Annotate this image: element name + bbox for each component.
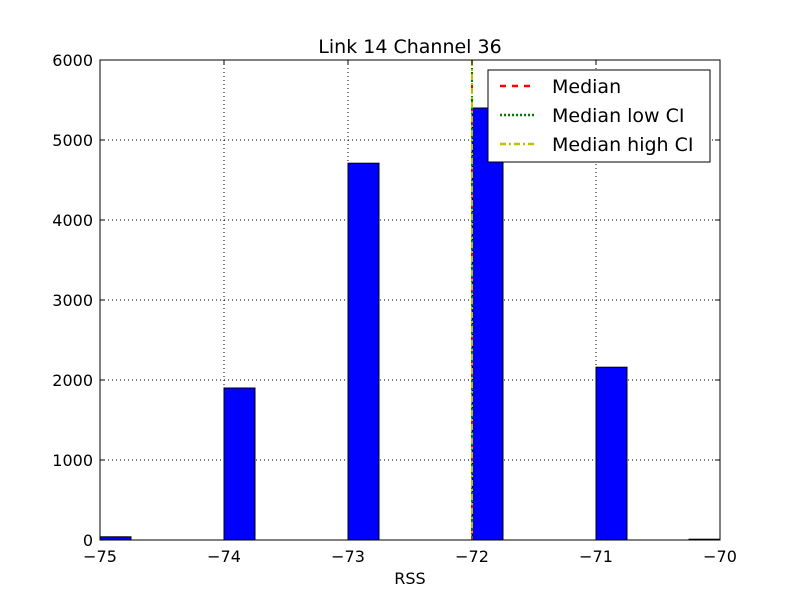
x-tick-label: −75 [83, 547, 117, 566]
x-tick-label: −70 [703, 547, 737, 566]
x-tick-label: −73 [331, 547, 365, 566]
axis-ticks: −75 −74 −73 −72 −71 −70 0 1000 2000 3000 4000 5000 6… [52, 51, 737, 566]
legend-entry: Median [552, 76, 621, 98]
y-tick-label: 4000 [52, 211, 93, 230]
x-axis-label: RSS [394, 569, 425, 588]
legend-entry: Median high CI [552, 134, 693, 156]
x-tick-label: −71 [579, 547, 613, 566]
chart-title: Link 14 Channel 36 [318, 36, 501, 58]
x-tick-label: −72 [455, 547, 489, 566]
histogram-bar [471, 107, 504, 541]
histogram-bar [347, 162, 380, 541]
legend: Median Median low CI Median high CI [487, 69, 711, 163]
histogram-bar [223, 387, 256, 541]
y-tick-label: 3000 [52, 291, 93, 310]
y-tick-label: 5000 [52, 131, 93, 150]
y-tick-label: 2000 [52, 371, 93, 390]
legend-entry: Median low CI [552, 105, 685, 127]
histogram-bar [595, 366, 628, 541]
x-tick-label: −74 [207, 547, 241, 566]
y-tick-label: 6000 [52, 51, 93, 70]
y-tick-label: 1000 [52, 451, 93, 470]
y-tick-label: 0 [83, 531, 93, 550]
